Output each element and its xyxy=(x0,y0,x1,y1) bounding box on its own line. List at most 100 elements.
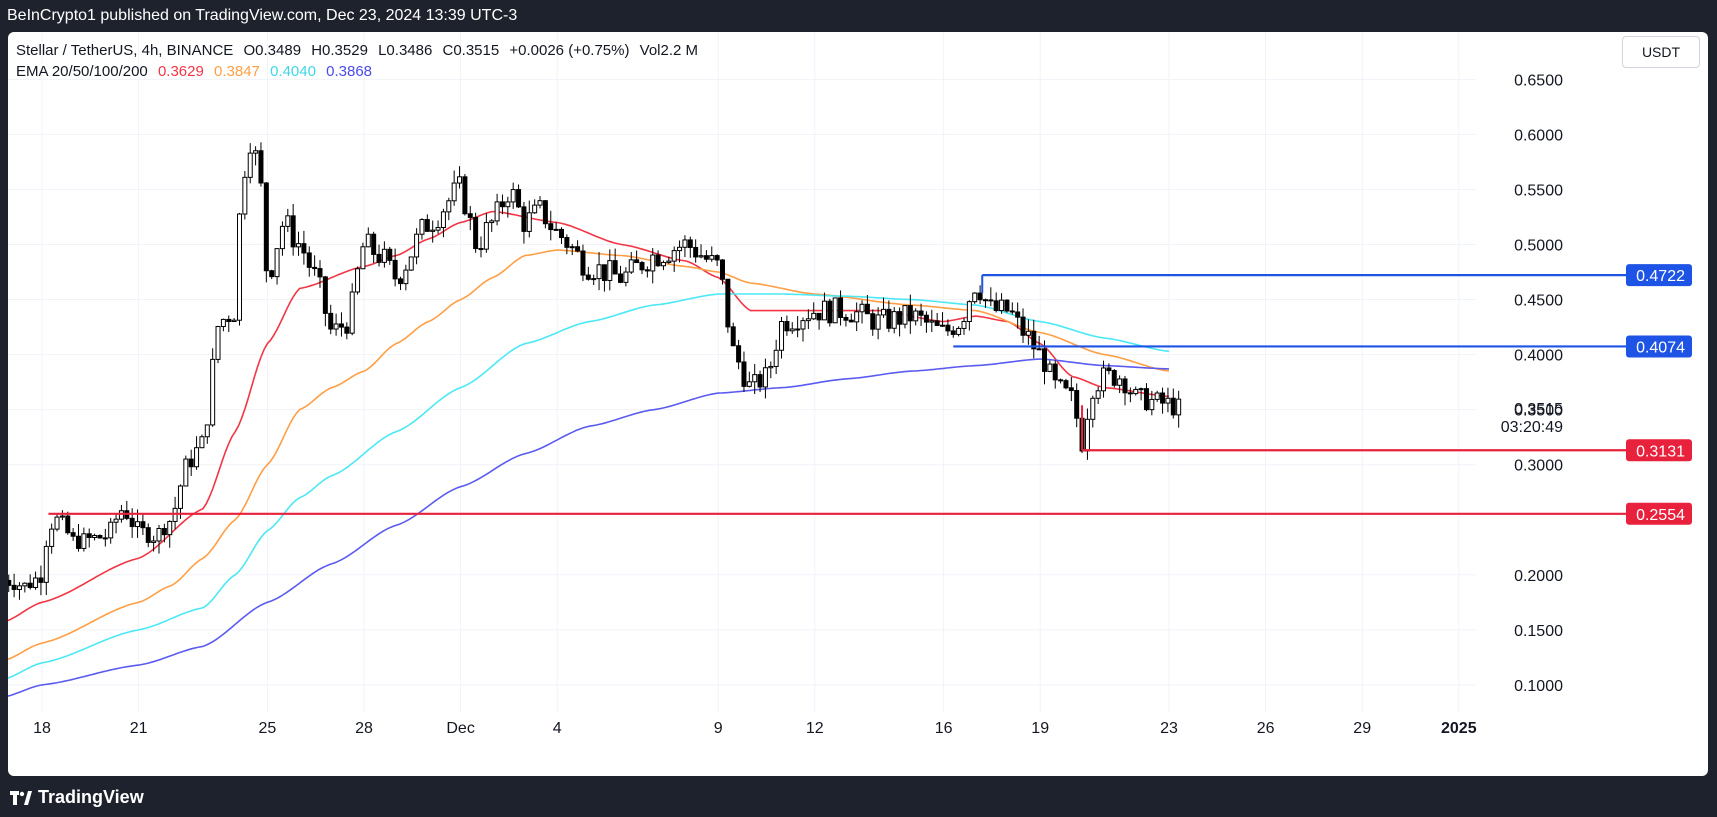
candle-down[interactable] xyxy=(129,517,135,528)
candle-up[interactable] xyxy=(247,152,253,178)
candle-up[interactable] xyxy=(650,254,656,272)
candle-down[interactable] xyxy=(1063,380,1069,389)
candle-up[interactable] xyxy=(607,260,613,281)
candle-up[interactable] xyxy=(1154,392,1160,400)
candle-down[interactable] xyxy=(521,206,527,232)
candle-down[interactable] xyxy=(376,253,382,263)
candle-down[interactable] xyxy=(70,532,76,537)
currency-button[interactable]: USDT xyxy=(1622,36,1700,68)
candle-up[interactable] xyxy=(419,219,425,235)
candle-down[interactable] xyxy=(618,273,624,283)
candle-down[interactable] xyxy=(730,326,736,347)
candle-up[interactable] xyxy=(381,248,387,263)
candle-up[interactable] xyxy=(355,268,361,293)
candle-up[interactable] xyxy=(33,577,39,588)
candle-up[interactable] xyxy=(457,176,463,184)
candle-up[interactable] xyxy=(1095,390,1101,399)
candle-up[interactable] xyxy=(172,507,178,522)
candle-down[interactable] xyxy=(338,323,344,328)
candle-down[interactable] xyxy=(1122,378,1128,394)
candle-up[interactable] xyxy=(811,312,817,320)
candle-up[interactable] xyxy=(940,324,946,327)
candle-down[interactable] xyxy=(328,312,334,330)
candle-up[interactable] xyxy=(440,211,446,229)
candle-up[interactable] xyxy=(451,182,457,202)
candle-down[interactable] xyxy=(1009,310,1015,313)
candle-up[interactable] xyxy=(682,239,688,248)
candle-down[interactable] xyxy=(897,311,903,325)
candle-down[interactable] xyxy=(870,313,876,330)
candle-up[interactable] xyxy=(113,518,119,523)
candle-up[interactable] xyxy=(805,318,811,322)
candle-up[interactable] xyxy=(296,243,302,248)
candle-down[interactable] xyxy=(585,274,591,280)
candle-up[interactable] xyxy=(596,264,602,280)
candle-up[interactable] xyxy=(156,527,162,542)
candle-up[interactable] xyxy=(709,255,715,260)
candle-down[interactable] xyxy=(161,527,167,536)
tradingview-logo[interactable]: TradingView xyxy=(10,787,144,808)
candle-down[interactable] xyxy=(516,189,522,208)
candle-down[interactable] xyxy=(65,515,71,534)
candle-down[interactable] xyxy=(263,182,269,272)
candle-down[interactable] xyxy=(644,269,650,272)
candle-down[interactable] xyxy=(344,326,350,334)
candle-down[interactable] xyxy=(1160,392,1166,404)
candle-down[interactable] xyxy=(982,299,988,302)
candle-up[interactable] xyxy=(414,233,420,258)
candle-down[interactable] xyxy=(322,276,328,314)
candle-up[interactable] xyxy=(832,297,838,324)
candle-up[interactable] xyxy=(553,228,559,231)
candle-up[interactable] xyxy=(671,250,677,262)
candle-up[interactable] xyxy=(199,436,205,449)
candle-down[interactable] xyxy=(714,255,720,261)
candle-up[interactable] xyxy=(677,246,683,252)
candle-up[interactable] xyxy=(81,533,87,549)
candle-up[interactable] xyxy=(333,323,339,330)
candle-down[interactable] xyxy=(655,254,661,267)
candle-down[interactable] xyxy=(226,318,232,323)
candle-down[interactable] xyxy=(977,292,983,301)
candle-up[interactable] xyxy=(800,320,806,330)
candle-down[interactable] xyxy=(290,215,296,248)
candle-down[interactable] xyxy=(741,361,747,387)
candle-down[interactable] xyxy=(1015,311,1021,318)
candle-down[interactable] xyxy=(269,270,275,278)
candle-up[interactable] xyxy=(183,458,189,487)
candle-up[interactable] xyxy=(435,227,441,231)
candle-down[interactable] xyxy=(317,268,323,278)
chart-svg[interactable]: 0.6500 0.6000 0.5500 0.5000 0.4500 0.4000 0.35… xyxy=(8,32,1708,776)
candle-down[interactable] xyxy=(634,259,640,264)
candle-up[interactable] xyxy=(698,255,704,258)
candle-down[interactable] xyxy=(1106,367,1112,372)
candle-up[interactable] xyxy=(1084,418,1090,452)
candle-up[interactable] xyxy=(194,447,200,468)
candle-up[interactable] xyxy=(666,260,672,263)
candle-up[interactable] xyxy=(1149,398,1155,411)
candle-down[interactable] xyxy=(864,303,870,315)
candle-up[interactable] xyxy=(902,305,908,325)
candle-up[interactable] xyxy=(999,299,1005,312)
candle-down[interactable] xyxy=(8,579,12,586)
candle-up[interactable] xyxy=(408,256,414,271)
candle-down[interactable] xyxy=(827,300,833,324)
candle-up[interactable] xyxy=(430,229,436,232)
candle-up[interactable] xyxy=(510,189,516,203)
candle-up[interactable] xyxy=(746,381,752,387)
candle-up[interactable] xyxy=(151,540,157,543)
candle-up[interactable] xyxy=(966,301,972,322)
candle-down[interactable] xyxy=(838,297,844,318)
candle-down[interactable] xyxy=(934,320,940,326)
candle-up[interactable] xyxy=(1165,397,1171,404)
candle-down[interactable] xyxy=(27,582,33,588)
candle-down[interactable] xyxy=(601,264,607,281)
candle-up[interactable] xyxy=(1101,367,1107,392)
candle-up[interactable] xyxy=(118,510,124,520)
candle-down[interactable] xyxy=(564,237,570,248)
candle-up[interactable] xyxy=(204,424,210,438)
candle-down[interactable] xyxy=(575,246,581,252)
candle-down[interactable] xyxy=(1068,387,1074,392)
candle-down[interactable] xyxy=(301,243,307,254)
candle-down[interactable] xyxy=(397,278,403,285)
candle-up[interactable] xyxy=(880,308,886,316)
